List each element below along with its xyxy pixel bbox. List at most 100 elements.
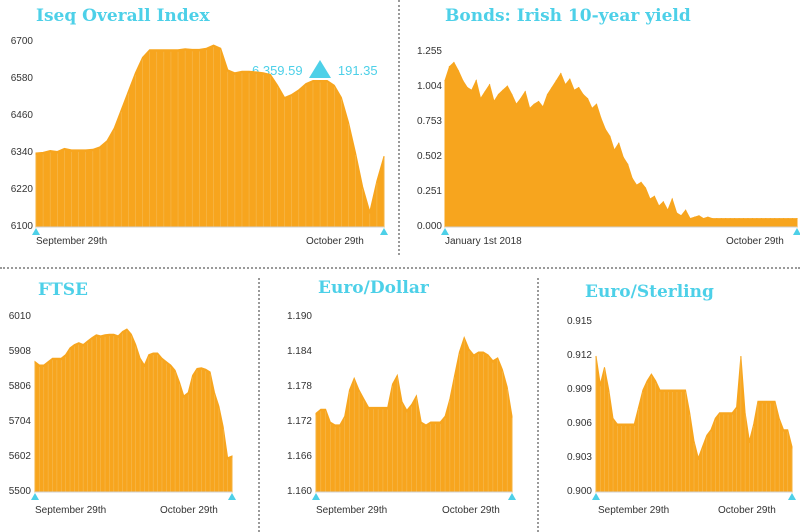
bonds-data-point — [778, 218, 780, 220]
bonds-data-point — [484, 91, 486, 93]
eurgbp-title: Euro/Sterling — [585, 282, 714, 302]
bonds-data-point — [738, 218, 740, 220]
iseq-chart — [32, 44, 388, 235]
bonds-ytick: 0.753 — [416, 116, 442, 127]
eurgbp-ytick: 0.909 — [566, 384, 592, 395]
bonds-ytick: 1.004 — [416, 81, 442, 92]
iseq-annotation-change: 191.35 — [337, 63, 378, 78]
vertical-divider-top — [398, 0, 400, 255]
bonds-data-point — [471, 89, 473, 91]
bonds-data-point — [506, 85, 508, 87]
bonds-data-point — [480, 98, 482, 100]
bonds-data-point — [742, 218, 745, 220]
bonds-data-point — [707, 216, 709, 218]
eurusd-ytick: 1.160 — [286, 486, 312, 497]
bonds-data-point — [502, 89, 504, 91]
bonds-data-point — [720, 218, 722, 220]
ftse-ytick: 5806 — [8, 381, 31, 392]
iseq-xlabel-start: September 29th — [36, 236, 108, 247]
bonds-data-point — [582, 93, 584, 96]
bonds-data-point — [640, 181, 642, 183]
vertical-divider-bottom-right — [537, 278, 539, 532]
ftse-panel: FTSE 6010 5908 5806 5704 5602 5500 Septe… — [0, 270, 258, 532]
eurusd-end-marker — [508, 493, 516, 500]
bonds-data-point — [760, 218, 762, 220]
bonds-data-point — [698, 215, 700, 217]
bonds-data-point — [658, 205, 660, 207]
bonds-data-point — [569, 78, 571, 80]
eurusd-area — [315, 335, 513, 493]
bonds-data-point — [560, 73, 562, 75]
eurusd-ytick: 1.184 — [286, 346, 312, 357]
bonds-data-point — [533, 103, 535, 105]
ftse-ytick: 5602 — [8, 451, 31, 462]
bonds-data-point — [555, 79, 557, 82]
bonds-data-point — [653, 195, 656, 197]
bonds-data-point — [551, 86, 553, 89]
bonds-data-point — [671, 198, 673, 200]
ftse-xlabel-end: October 29th — [160, 505, 218, 516]
bonds-data-point — [493, 100, 495, 103]
iseq-title: Iseq Overall Index — [36, 6, 210, 26]
iseq-ytick: 6460 — [10, 110, 33, 121]
ftse-ytick: 5704 — [8, 416, 31, 427]
bonds-data-point — [689, 218, 691, 220]
ftse-end-marker — [228, 493, 236, 500]
eurgbp-area — [595, 355, 793, 493]
bonds-area — [444, 61, 798, 228]
vertical-divider-bottom-left — [258, 278, 260, 532]
eurusd-title: Euro/Dollar — [318, 278, 429, 298]
bonds-data-point — [453, 61, 455, 64]
bonds-data-point — [680, 215, 682, 217]
eurusd-ytick: 1.172 — [286, 416, 312, 427]
bonds-data-point — [716, 218, 718, 220]
iseq-start-marker — [32, 228, 40, 235]
bonds-data-point — [586, 98, 589, 100]
up-triangle-icon — [309, 60, 332, 78]
eurgbp-xlabel-start: September 29th — [598, 505, 670, 516]
bonds-data-point — [631, 177, 633, 179]
eurgbp-ytick: 0.900 — [566, 486, 592, 497]
bonds-data-point — [564, 84, 566, 86]
bonds-data-point — [529, 107, 531, 110]
bonds-data-point — [774, 218, 776, 220]
iseq-panel: Iseq Overall Index 6,359.59 191.35 6700 … — [0, 0, 398, 260]
bonds-data-point — [520, 98, 522, 100]
bonds-data-point — [649, 198, 651, 200]
ftse-ytick: 5908 — [8, 346, 31, 357]
ftse-ytick: 5500 — [8, 486, 31, 497]
ftse-area — [34, 328, 233, 493]
bonds-data-point — [462, 79, 464, 82]
bonds-data-point — [488, 84, 491, 86]
bonds-ytick: 0.251 — [416, 186, 442, 197]
bonds-data-point — [618, 142, 620, 144]
bonds-data-point — [511, 93, 513, 96]
bonds-data-point — [573, 89, 575, 91]
bonds-data-point — [600, 117, 602, 119]
bonds-data-point — [613, 149, 615, 151]
bonds-data-point — [747, 218, 749, 220]
ftse-ytick: 6010 — [8, 311, 31, 322]
bonds-data-point — [515, 103, 517, 105]
eurusd-ytick: 1.190 — [286, 311, 312, 322]
bonds-data-point — [457, 70, 459, 72]
bonds-data-point — [783, 218, 785, 220]
bonds-data-point — [497, 93, 500, 96]
bonds-data-point — [693, 216, 696, 218]
eurgbp-panel: Euro/Sterling 0.915 0.912 0.909 0.906 0.… — [0, 270, 800, 532]
eurusd-ytick: 1.166 — [286, 451, 312, 462]
bonds-data-point — [787, 218, 789, 220]
eurusd-panel: Euro/Dollar 1.190 1.184 1.178 1.172 1.16… — [0, 270, 540, 532]
eurusd-xlabel-start: September 29th — [316, 505, 388, 516]
eurusd-start-marker — [312, 493, 320, 500]
bonds-data-point — [609, 135, 611, 137]
bonds-data-point — [734, 218, 736, 220]
eurgbp-ytick: 0.915 — [566, 316, 592, 327]
eurgbp-end-marker — [788, 493, 796, 500]
bonds-xlabel-end: October 29th — [726, 236, 784, 247]
bonds-panel: Bonds: Irish 10-year yield 1.255 1.004 0… — [0, 0, 800, 260]
eurusd-chart — [312, 335, 516, 500]
bonds-chart — [441, 61, 800, 235]
bonds-ytick: 1.255 — [416, 46, 442, 57]
bonds-data-point — [662, 201, 664, 203]
